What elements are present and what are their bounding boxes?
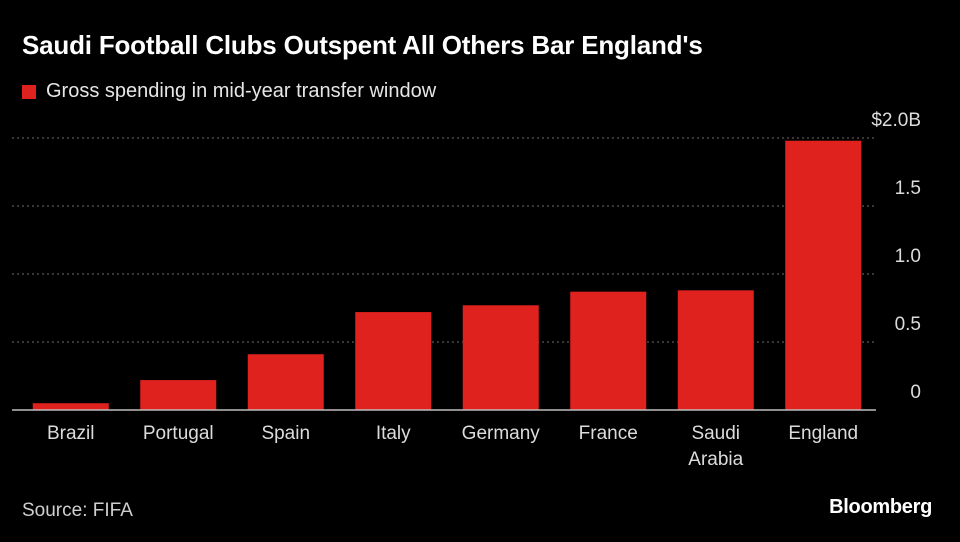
x-tick-label-line: Spain: [261, 423, 310, 444]
legend: Gross spending in mid-year transfer wind…: [22, 80, 436, 103]
source-note: Source: FIFA: [22, 500, 133, 521]
x-tick-label-line: England: [788, 423, 858, 444]
x-tick-label-line: France: [579, 423, 638, 444]
x-tick-label: Brazil: [47, 423, 95, 444]
chart-title: Saudi Football Clubs Outspent All Others…: [22, 30, 703, 60]
y-tick-label: 1.0: [895, 246, 921, 267]
bar: [677, 290, 754, 410]
bar: [462, 305, 539, 410]
bar: [570, 291, 647, 410]
x-tick-label: Spain: [261, 423, 310, 444]
x-tick-label: Portugal: [143, 423, 214, 444]
x-tick-label: England: [788, 423, 858, 444]
bar: [32, 403, 109, 410]
bloomberg-logo: Bloomberg: [829, 496, 932, 518]
x-tick-label-line: Arabia: [688, 449, 743, 470]
y-tick-label: 0.5: [895, 314, 921, 335]
y-tick-label: $2.0B: [871, 110, 921, 131]
x-tick-label-line: Germany: [462, 423, 541, 444]
x-tick-label: Saudi Arabia: [688, 423, 743, 470]
x-tick-label-line: Italy: [376, 423, 411, 444]
x-tick-label-line: Brazil: [47, 423, 95, 444]
bar: [247, 354, 324, 410]
legend-label: Gross spending in mid-year transfer wind…: [46, 80, 437, 102]
x-tick-label-line: Saudi: [691, 423, 740, 444]
y-tick-label: 0: [910, 382, 921, 403]
x-tick-label: Italy: [376, 423, 411, 444]
bar: [355, 312, 432, 410]
x-tick-label-line: Portugal: [143, 423, 214, 444]
x-tick-label: France: [579, 423, 638, 444]
legend-swatch: [22, 84, 36, 99]
bar: [785, 140, 862, 410]
y-tick-label: 1.5: [895, 178, 921, 199]
x-tick-label: Germany: [462, 423, 541, 444]
bar: [140, 380, 217, 410]
